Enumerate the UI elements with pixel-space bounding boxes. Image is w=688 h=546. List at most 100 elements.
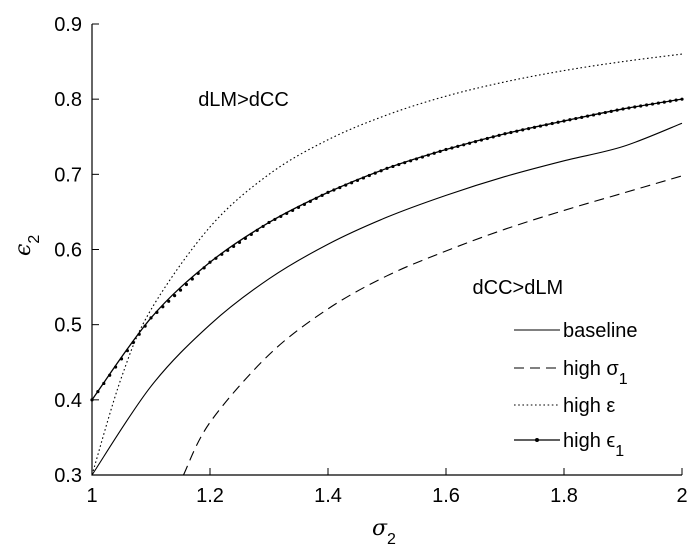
y-tick-label: 0.5 xyxy=(54,315,82,337)
series-point xyxy=(237,240,242,244)
series-point xyxy=(208,260,212,264)
series-point xyxy=(114,365,118,369)
series-point xyxy=(627,106,631,110)
series-point xyxy=(468,141,472,145)
series-point xyxy=(674,98,678,102)
series-point xyxy=(155,310,159,314)
series-point xyxy=(574,116,578,121)
series-point xyxy=(184,282,188,287)
series-point xyxy=(639,104,643,108)
series-point xyxy=(161,305,165,309)
y-axis-label: ϵ2 xyxy=(11,235,43,256)
series-point xyxy=(173,294,177,298)
series-point xyxy=(668,99,672,103)
series-point xyxy=(473,140,478,144)
series-point xyxy=(296,205,301,210)
series-point xyxy=(379,169,383,173)
y-tick-label: 0.7 xyxy=(54,164,82,186)
series-point xyxy=(491,135,495,139)
series-point xyxy=(662,100,666,104)
series-point xyxy=(367,173,371,178)
series-point xyxy=(509,130,513,135)
series-point xyxy=(633,105,637,109)
series-layer xyxy=(90,53,684,476)
series-markers-4 xyxy=(90,97,684,402)
series-point xyxy=(202,266,206,270)
region-label-1: dLM>dCC xyxy=(198,89,289,111)
series-point xyxy=(432,151,436,155)
y-tick-label: 0.6 xyxy=(54,240,82,262)
series-line-3 xyxy=(91,53,683,476)
series-point xyxy=(420,155,424,159)
series-line-2 xyxy=(182,175,683,476)
series-point xyxy=(562,119,566,123)
series-point xyxy=(544,123,548,127)
series-point xyxy=(568,118,572,122)
series-point xyxy=(645,103,649,107)
series-point xyxy=(196,271,200,276)
series-point xyxy=(680,97,684,101)
legend-entry-2: high σ1 xyxy=(514,358,628,388)
series-point xyxy=(397,162,401,167)
series-point xyxy=(656,101,661,105)
series-point xyxy=(444,147,448,152)
series-point xyxy=(125,349,129,353)
series-point xyxy=(450,146,454,150)
series-point xyxy=(385,166,389,170)
series-point xyxy=(137,332,141,336)
series-point xyxy=(621,107,625,111)
series-point xyxy=(232,244,236,248)
series-point xyxy=(102,381,106,386)
series-point xyxy=(503,132,507,136)
series-point xyxy=(650,102,655,106)
series-point xyxy=(108,373,112,377)
annotations-layer: dLM>dCC dCC>dLM xyxy=(198,89,563,299)
x-tick-label: 1 xyxy=(86,485,97,507)
series-point xyxy=(190,277,194,281)
series-point xyxy=(273,217,277,222)
series-point xyxy=(485,136,489,141)
series-point xyxy=(615,108,619,112)
series-point xyxy=(302,202,306,206)
series-point xyxy=(261,224,265,229)
series-point xyxy=(603,110,607,115)
series-point xyxy=(609,109,613,113)
series-point xyxy=(591,113,596,117)
series-point xyxy=(131,340,135,345)
ticks-layer: 1 1.2 1.4 1.6 1.8 2 0.3 0.4 0.5 0.6 0.7 0.8 0.9 xyxy=(54,14,687,507)
series-point xyxy=(267,220,271,225)
x-tick-label: 2 xyxy=(676,485,687,507)
x-tick-label: 1.6 xyxy=(432,485,460,507)
series-point xyxy=(456,144,460,148)
series-point xyxy=(521,128,525,132)
series-point xyxy=(149,316,153,320)
series-point xyxy=(243,236,247,240)
legend-label: high σ1 xyxy=(563,358,628,388)
series-point xyxy=(285,211,289,216)
series-point xyxy=(462,143,466,147)
plot-area xyxy=(92,24,682,475)
x-tick-label: 1.8 xyxy=(550,485,578,507)
region-label-2: dCC>dLM xyxy=(473,277,564,299)
series-point xyxy=(391,164,395,169)
series-line-1 xyxy=(91,122,683,476)
series-point xyxy=(580,115,584,119)
series-point xyxy=(538,124,543,128)
series-point xyxy=(143,324,147,328)
series-point xyxy=(119,357,124,361)
series-point xyxy=(214,256,218,260)
series-point xyxy=(597,112,602,116)
series-point xyxy=(350,181,354,185)
series-point xyxy=(403,161,407,165)
series-point xyxy=(515,129,519,133)
series-point xyxy=(409,159,413,163)
series-point xyxy=(556,120,560,124)
legend-entry-4: high ϵ1 xyxy=(514,430,624,460)
series-point xyxy=(96,390,100,394)
series-point xyxy=(332,188,336,192)
series-point xyxy=(373,171,377,175)
series-point xyxy=(320,193,324,197)
series-point xyxy=(497,133,501,137)
series-point xyxy=(291,208,295,213)
